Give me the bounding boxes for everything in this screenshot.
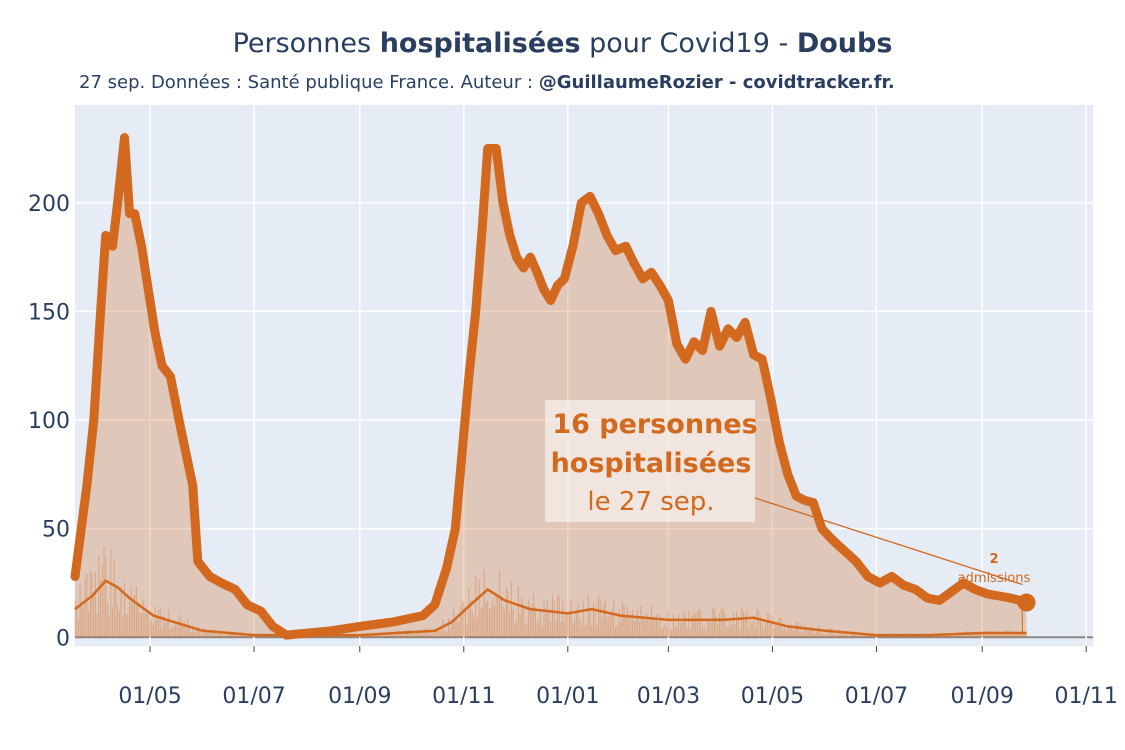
x-tick-label: 01/01 (536, 684, 599, 709)
admissions-unit: admissions (958, 571, 1031, 586)
hospitalized-line (70, 133, 1031, 640)
y-tick-label: 100 (28, 409, 70, 434)
annotation-connector (754, 497, 1023, 586)
x-axis-ticks: 01/05 01/07 01/09 01/11 01/01 01/03 01/05 01/07… (118, 684, 1118, 709)
y-axis-ticks: 0 50 100 150 200 (28, 192, 70, 652)
x-tick-label: 01/07 (222, 684, 285, 709)
x-tick-label: 01/03 (637, 684, 700, 709)
chart-title: Personnes hospitalisées pour Covid19 - D… (0, 28, 1125, 59)
chart-subtitle: 27 sep. Données : Santé publique France.… (79, 72, 895, 93)
title-part2: pour Covid19 - (580, 28, 797, 59)
x-tick-label: 01/11 (1054, 684, 1117, 709)
last-value-marker (1017, 593, 1036, 612)
annotation-line1: 16 personnes (552, 409, 757, 440)
y-tick-label: 150 (28, 300, 70, 325)
title-part1: Personnes (232, 28, 380, 59)
title-bold1: hospitalisées (379, 28, 581, 59)
annotation-line3: le 27 sep. (587, 487, 714, 517)
subtitle-text: 27 sep. Données : Santé publique France.… (79, 72, 539, 93)
x-tick-label: 01/05 (118, 684, 181, 709)
annotation-box (545, 400, 755, 522)
subtitle-author: @GuillaumeRozier - covidtracker.fr. (538, 72, 895, 93)
y-tick-label: 0 (56, 626, 70, 651)
x-tick-label: 01/09 (328, 684, 391, 709)
hospitalized-area (75, 137, 1027, 638)
title-bold2: Doubs (796, 28, 893, 59)
plot-background (75, 105, 1093, 646)
x-tick-label: 01/09 (950, 684, 1013, 709)
admissions-line (74, 579, 1027, 637)
x-tick-label: 01/11 (432, 684, 495, 709)
y-tick-label: 200 (28, 192, 70, 217)
x-tick-label: 01/05 (741, 684, 804, 709)
y-tick-label: 50 (42, 518, 70, 543)
x-tick-label: 01/07 (845, 684, 908, 709)
admissions-value: 2 (989, 552, 998, 567)
annotation-line2: hospitalisées (551, 448, 752, 479)
